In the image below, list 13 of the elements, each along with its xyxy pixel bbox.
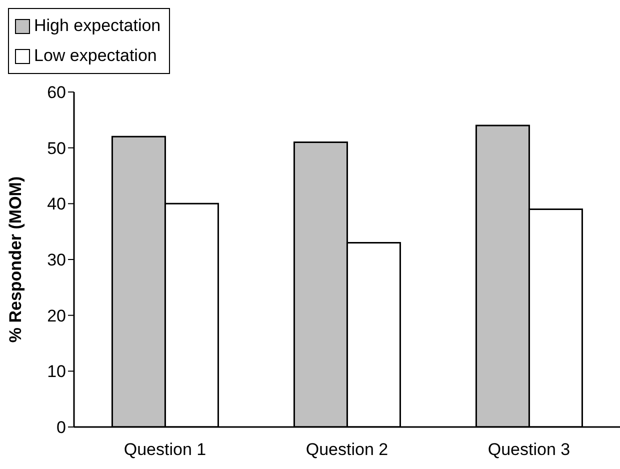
y-tick-label: 20 <box>47 306 66 326</box>
y-tick-label: 40 <box>47 194 66 214</box>
legend-label: Low expectation <box>34 45 157 67</box>
y-tick-label: 30 <box>47 250 66 270</box>
y-tick-label: 10 <box>47 362 66 382</box>
y-tick-label: 0 <box>56 418 66 438</box>
x-tick-label: Question 2 <box>306 440 388 460</box>
legend-label: High expectation <box>34 15 161 37</box>
x-tick-label: Question 3 <box>488 440 570 460</box>
y-tick-label: 50 <box>47 138 66 158</box>
x-tick-label: Question 1 <box>124 440 206 460</box>
y-axis-title: % Responder (MOM) <box>6 176 26 343</box>
y-tick-label: 60 <box>47 83 66 102</box>
